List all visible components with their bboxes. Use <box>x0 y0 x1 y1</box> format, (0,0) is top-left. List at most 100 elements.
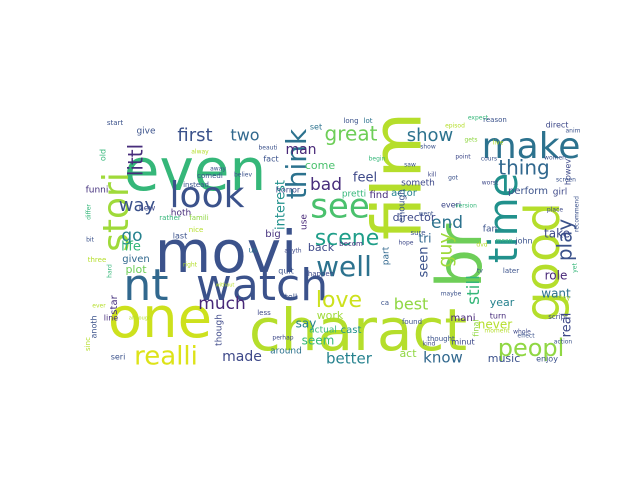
cloud-word: bit <box>86 237 94 244</box>
cloud-word: differ <box>86 204 93 220</box>
cloud-word: much <box>198 294 245 314</box>
cloud-word: three <box>88 256 107 264</box>
cloud-word: two <box>230 126 259 145</box>
cloud-word: given <box>122 254 150 265</box>
cloud-word: watch <box>196 260 328 311</box>
cloud-word: everi <box>441 201 461 210</box>
cloud-word: give <box>136 127 156 137</box>
cloud-word: pretti <box>342 190 366 200</box>
cloud-word: fan <box>483 225 497 235</box>
cloud-word: perform <box>508 186 548 197</box>
cloud-word: believ <box>234 172 253 179</box>
cloud-word: seri <box>111 353 126 362</box>
cloud-word: star <box>109 294 120 314</box>
cloud-word: find <box>370 190 389 201</box>
cloud-word: plot <box>125 263 147 276</box>
cloud-word: found <box>402 318 422 326</box>
cloud-word: enough <box>398 189 408 223</box>
cloud-word: first <box>177 125 212 146</box>
cloud-word: around <box>270 347 302 357</box>
cloud-word: script <box>548 313 568 321</box>
cloud-word: turn <box>490 312 506 321</box>
cloud-word: version <box>455 203 477 210</box>
cloud-word: recommend <box>574 196 581 232</box>
cloud-word: us <box>248 246 257 255</box>
cloud-word: act <box>399 347 417 360</box>
cloud-word: yet <box>572 263 579 273</box>
cloud-word: director <box>393 211 436 224</box>
cloud-word: thought <box>427 335 455 343</box>
cloud-word: time <box>481 173 527 263</box>
cloud-word: sure <box>410 229 425 237</box>
cloud-word: role <box>545 269 568 283</box>
cloud-word: tell <box>285 293 298 302</box>
cloud-word: moment <box>484 328 510 335</box>
cloud-word: start <box>107 119 124 127</box>
cloud-word: becom <box>339 240 363 248</box>
cloud-word: girl <box>553 188 567 198</box>
cloud-word: say <box>296 317 317 331</box>
cloud-word: play <box>553 219 577 262</box>
cloud-word: scene <box>315 226 380 251</box>
cloud-word: feel <box>353 171 377 186</box>
cloud-word: ever <box>92 303 106 310</box>
cloud-word: take <box>544 227 570 241</box>
cloud-word: new <box>139 204 156 213</box>
cloud-word: music <box>488 352 521 365</box>
cloud-word: nice <box>189 226 204 234</box>
cloud-word: littl <box>124 144 148 176</box>
cloud-word: away <box>210 166 226 173</box>
cloud-word: big <box>265 229 280 240</box>
cloud-word: line <box>104 314 119 323</box>
cloud-word: expect <box>468 115 489 122</box>
cloud-word: actor <box>391 188 418 199</box>
cloud-word: love <box>316 288 362 313</box>
cloud-word: anyth <box>284 248 301 255</box>
cloud-word: part <box>382 246 392 265</box>
cloud-word: hope <box>399 240 414 247</box>
cloud-word: point <box>455 154 471 161</box>
cloud-word: peopl <box>498 334 565 362</box>
cloud-word: know <box>423 349 463 367</box>
cloud-word: direct <box>546 121 569 130</box>
cloud-word: man <box>285 142 316 158</box>
cloud-word: well <box>316 250 372 283</box>
cloud-word: better <box>326 350 373 368</box>
cloud-word: went <box>419 211 434 218</box>
cloud-word: look <box>170 175 245 216</box>
cloud-word: instead <box>183 181 209 189</box>
cloud-word: alway <box>191 149 209 156</box>
cloud-word: go <box>121 226 142 246</box>
cloud-word: tv <box>477 268 483 275</box>
cloud-word: stori <box>96 172 137 252</box>
cloud-word: enjoy <box>536 355 558 364</box>
cloud-word: one <box>108 286 212 351</box>
cloud-word: mani <box>451 313 476 324</box>
cloud-word: comedi <box>197 172 223 180</box>
cloud-word: end <box>431 213 463 233</box>
cloud-word: howev <box>564 159 573 185</box>
cloud-word: later <box>503 267 519 275</box>
cloud-word: set <box>310 123 322 132</box>
cloud-word: less <box>257 309 271 317</box>
cloud-word: see <box>310 187 370 227</box>
cloud-word: actual <box>309 326 337 336</box>
cloud-word: funni <box>86 186 109 196</box>
cloud-word: fact <box>263 155 278 164</box>
cloud-word: best <box>394 295 429 314</box>
cloud-word: tri <box>419 232 432 246</box>
cloud-word: effect <box>517 333 535 340</box>
cloud-word: realli <box>134 342 198 372</box>
cloud-word: happen <box>308 270 334 278</box>
cloud-word: famili <box>189 214 208 222</box>
cloud-word: without <box>216 283 235 289</box>
cloud-word: ca <box>381 299 389 307</box>
cloud-word: hoth <box>171 209 191 219</box>
cloud-word: episod <box>445 123 465 130</box>
cloud-word: though <box>215 314 225 346</box>
cloud-word: think <box>280 128 313 199</box>
cloud-word: cours <box>481 156 497 163</box>
cloud-word: place <box>547 207 563 214</box>
cloud-word: made <box>222 349 262 365</box>
cloud-word: someth <box>401 179 435 189</box>
